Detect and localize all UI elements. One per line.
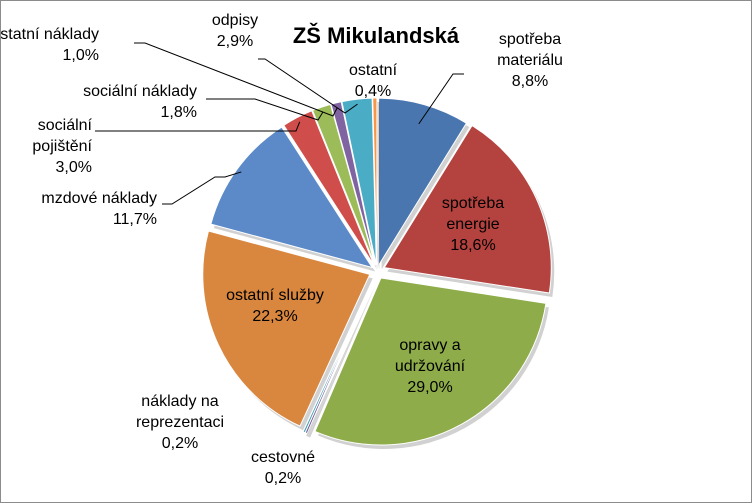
slice-label: sociální náklady 1,8% [83,83,197,121]
slice-label-line: spotřeba [442,195,504,212]
slice-label: odpisy 2,9% [212,12,258,50]
slice-label-line: 2,9% [217,33,253,50]
slice-label-line: sociální náklady [83,83,197,100]
slice-label-line: pojištění [32,138,92,155]
slice-label-line: 22,3% [252,308,297,325]
slice-label-line: 0,2% [265,470,301,487]
slice-label: ostatní 0,4% [349,62,398,100]
slice-label: cestovné 0,2% [251,449,315,487]
leader-line [95,121,301,132]
pie-slice [383,124,552,294]
slice-label-line: materiálu [497,52,563,69]
slice-label: sociální pojištění 3,0% [32,117,92,176]
pie-slice [330,101,377,266]
slice-label: spotřeba energie 18,6% [442,195,504,254]
slice-label-line: 1,0% [63,47,99,64]
chart-title: ZŠ Mikulandská [293,23,460,48]
slice-label: spotřeba materiálu 8,8% [497,31,563,90]
slice-shadow [306,284,376,437]
slice-label-line: 0,2% [162,435,198,452]
slice-label-line: opravy a [399,337,460,354]
slice-label-line: mzdové náklady [41,190,157,207]
pie-slice [341,97,377,266]
slice-label-line: cestovné [251,449,315,466]
leader-line [418,73,464,125]
slice-label: mzdové náklady 11,7% [41,190,157,228]
leader-line [206,98,324,121]
pie-slice [314,277,547,446]
slice-label: ostatní služby 22,3% [226,287,324,325]
slice-label: opravy a udržování 29,0% [395,337,466,396]
slice-label-line: náklady na [141,393,218,410]
slice-label-line: 1,8% [161,104,197,121]
slice-label-line: reprezentaci [136,414,224,431]
pie-slice [311,103,376,266]
slice-label-line: 3,0% [56,159,92,176]
pie-slice [283,110,375,266]
slice-label-line: ostatní [349,62,398,79]
slice-label-line: 0,4% [355,83,391,100]
pie-slice [302,279,374,434]
slice-label-line: udržování [395,358,466,375]
slice-label-line: odpisy [212,12,258,29]
leader-line [162,171,242,205]
slice-label: ostatní náklady 1,0% [0,26,99,64]
slice-label-line: 18,6% [450,237,495,254]
slice-label-line: energie [446,216,499,233]
slice-label: náklady na reprezentaci 0,2% [136,393,224,452]
leader-line [134,42,338,117]
leader-line [258,58,358,114]
slice-label-line: spotřeba [499,31,561,48]
slice-shadow [308,284,376,438]
slice-label-line: ostatní náklady [0,26,99,43]
slice-label-line: 11,7% [113,211,157,228]
slice-label-line: ostatní služby [226,287,324,304]
pie-slice [378,97,468,267]
slice-label-line: 8,8% [512,73,548,90]
pie-slice [372,97,378,266]
slice-label-line: 29,0% [407,379,452,396]
pie-slice [202,230,371,427]
slice-label-line: sociální [38,117,93,134]
